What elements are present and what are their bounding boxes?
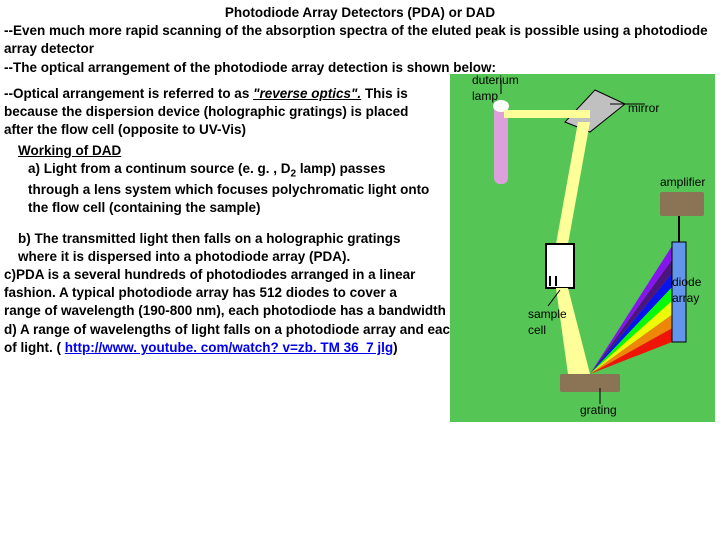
p3-lead: --Optical arrangement is referred to as bbox=[4, 86, 253, 101]
intro-paragraph-1: --Even much more rapid scanning of the a… bbox=[0, 22, 720, 58]
label-mirror: mirror bbox=[628, 100, 659, 116]
label-lamp: duteriumlamp bbox=[472, 72, 519, 104]
point-a: a) Light from a continum source (e. g. ,… bbox=[0, 160, 440, 218]
point-d-close: ) bbox=[393, 340, 398, 355]
label-amplifier: amplifier bbox=[660, 174, 705, 190]
youtube-link[interactable]: http://www. youtube. com/watch? v=zb. TM… bbox=[65, 340, 393, 355]
label-sample: sample cell bbox=[528, 306, 578, 338]
reverse-optics-paragraph: --Optical arrangement is referred to as … bbox=[0, 85, 440, 140]
page-title: Photodiode Array Detectors (PDA) or DAD bbox=[0, 0, 720, 22]
label-diode: diode array bbox=[672, 274, 712, 306]
point-c-first: c)PDA is a several hundreds of photodiod… bbox=[0, 266, 450, 302]
point-a-part1: a) Light from a continum source (e. g. ,… bbox=[28, 161, 291, 176]
point-b: b) The transmitted light then falls on a… bbox=[0, 230, 440, 266]
optical-diagram: duteriumlamp mirror amplifier sample cel… bbox=[450, 74, 715, 422]
p3-emphasis: "reverse optics". bbox=[253, 86, 361, 101]
diagram-svg bbox=[450, 74, 715, 422]
label-grating: grating bbox=[580, 402, 617, 418]
